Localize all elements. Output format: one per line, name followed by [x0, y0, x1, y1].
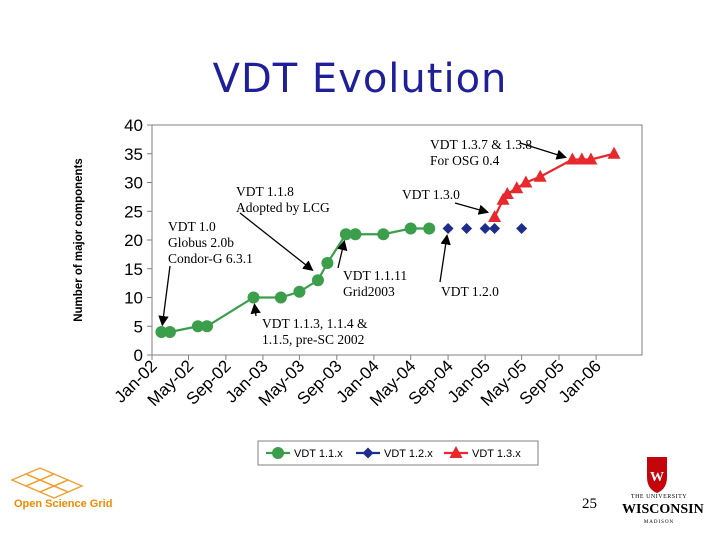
point-vdt-1-1-x: [163, 326, 176, 338]
uw-logo-text-main: WISCONSIN: [622, 502, 704, 517]
annotation-line: VDT 1.1.3, 1.1.4 &: [262, 316, 368, 331]
annotation-line: 1.1.5, pre-SC 2002: [262, 332, 364, 347]
y-tick-label: 10: [124, 289, 143, 308]
point-vdt-1-1-x: [311, 274, 324, 287]
point-vdt-1-1-x: [274, 291, 287, 304]
point-vdt-1-2-x: [442, 223, 454, 234]
legend-label-vdt-1-2-x: VDT 1.2.x: [384, 448, 433, 460]
point-vdt-1-3-x: [510, 181, 524, 194]
y-tick-label: 35: [124, 145, 143, 164]
annotation-arrow: [250, 303, 261, 317]
legend-label-vdt-1-3-x: VDT 1.3.x: [472, 448, 521, 460]
y-tick-label: 15: [124, 260, 143, 279]
uw-logo-text-top: THE UNIVERSITY: [630, 494, 688, 500]
annotation-arrow: [439, 234, 451, 283]
y-tick-label: 20: [124, 231, 143, 250]
annotation-line: VDT 1.2.0: [441, 284, 499, 299]
point-vdt-1-1-x: [191, 320, 204, 333]
point-vdt-1-3-x: [584, 152, 598, 165]
annotation-label: VDT 1.0 Globus 2.0b Condor-G 6.3.1: [168, 219, 253, 266]
y-tick-label: 30: [124, 174, 143, 193]
annotation-arrow: [239, 212, 314, 271]
annotation-line: VDT 1.1.8: [236, 184, 294, 199]
point-vdt-1-1-x: [321, 257, 334, 269]
legend-marker-vdt-1-3-x: [449, 446, 463, 458]
svg-text:W: W: [650, 470, 664, 485]
annotation-line: Globus 2.0b: [168, 235, 234, 250]
annotation-label: VDT 1.1.8 Adopted by LCG: [236, 184, 330, 215]
uw-logo-text-bottom: MADISON: [643, 520, 675, 525]
annotation-line: For OSG 0.4: [430, 153, 500, 168]
y-tick-label: 25: [124, 202, 143, 221]
point-vdt-1-2-x: [516, 223, 528, 234]
page-number: 25: [582, 496, 597, 512]
point-vdt-1-2-x: [489, 223, 501, 234]
x-tick-label: Jan-06: [555, 356, 605, 406]
legend-marker-vdt-1-2-x: [362, 447, 374, 459]
annotation-label: VDT 1.1.11 Grid2003: [343, 268, 407, 299]
y-axis-label: Number of major components: [73, 158, 85, 322]
annotation-line: Condor-G 6.3.1: [168, 251, 253, 266]
y-tick-label: 40: [124, 116, 143, 135]
annotation-arrow: [337, 239, 348, 269]
annotation-line: Grid2003: [343, 284, 395, 299]
annotation-line: VDT 1.3.7 & 1.3.8: [430, 137, 532, 152]
point-vdt-1-1-x: [349, 228, 362, 241]
y-tick-label: 5: [134, 317, 143, 336]
annotation-label: VDT 1.1.3, 1.1.4 & 1.1.5, pre-SC 2002: [262, 316, 368, 347]
point-vdt-1-1-x: [377, 228, 390, 241]
annotation-line: VDT 1.0: [168, 219, 216, 234]
legend-box: [257, 440, 539, 466]
point-vdt-1-3-x: [500, 187, 514, 199]
annotation-line: VDT 1.3.0: [402, 187, 460, 202]
annotation-line: Adopted by LCG: [236, 200, 330, 215]
point-vdt-1-3-x: [488, 210, 502, 222]
point-vdt-1-2-x: [479, 223, 491, 234]
annotation-arrow: [519, 142, 567, 160]
annotation-label: VDT 1.2.0: [441, 284, 499, 299]
point-vdt-1-1-x: [339, 228, 352, 241]
annotation-line: VDT 1.1.11: [343, 268, 407, 283]
point-vdt-1-3-x: [607, 146, 621, 159]
point-vdt-1-1-x: [155, 326, 168, 338]
point-vdt-1-1-x: [293, 285, 306, 298]
legend-marker-vdt-1-1-x: [272, 447, 284, 459]
legend-label-vdt-1-1-x: VDT 1.1.x: [294, 448, 343, 460]
slide-title: VDT Evolution: [212, 56, 508, 102]
osg-logo-text: Open Science Grid: [14, 498, 113, 510]
y-tick-label: 0: [134, 346, 143, 365]
point-vdt-1-3-x: [575, 152, 589, 165]
uw-crest-icon: W: [647, 457, 667, 493]
point-vdt-1-1-x: [404, 222, 417, 235]
annotation-label: VDT 1.3.0: [402, 187, 460, 202]
point-vdt-1-3-x: [533, 169, 547, 182]
point-vdt-1-2-x: [461, 223, 473, 234]
point-vdt-1-1-x: [247, 291, 260, 304]
point-vdt-1-1-x: [201, 320, 214, 333]
osg-logo-icon: [10, 467, 84, 499]
point-vdt-1-1-x: [423, 222, 436, 235]
annotation-arrow: [158, 265, 171, 327]
point-vdt-1-3-x: [519, 175, 533, 188]
annotation-label: VDT 1.3.7 & 1.3.8 For OSG 0.4: [430, 137, 532, 168]
point-vdt-1-3-x: [565, 152, 579, 165]
annotation-arrow: [454, 202, 490, 215]
